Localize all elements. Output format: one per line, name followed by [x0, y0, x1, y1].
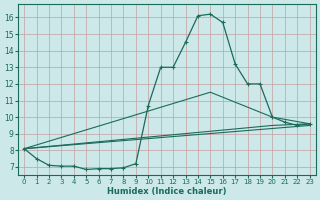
X-axis label: Humidex (Indice chaleur): Humidex (Indice chaleur): [107, 187, 227, 196]
